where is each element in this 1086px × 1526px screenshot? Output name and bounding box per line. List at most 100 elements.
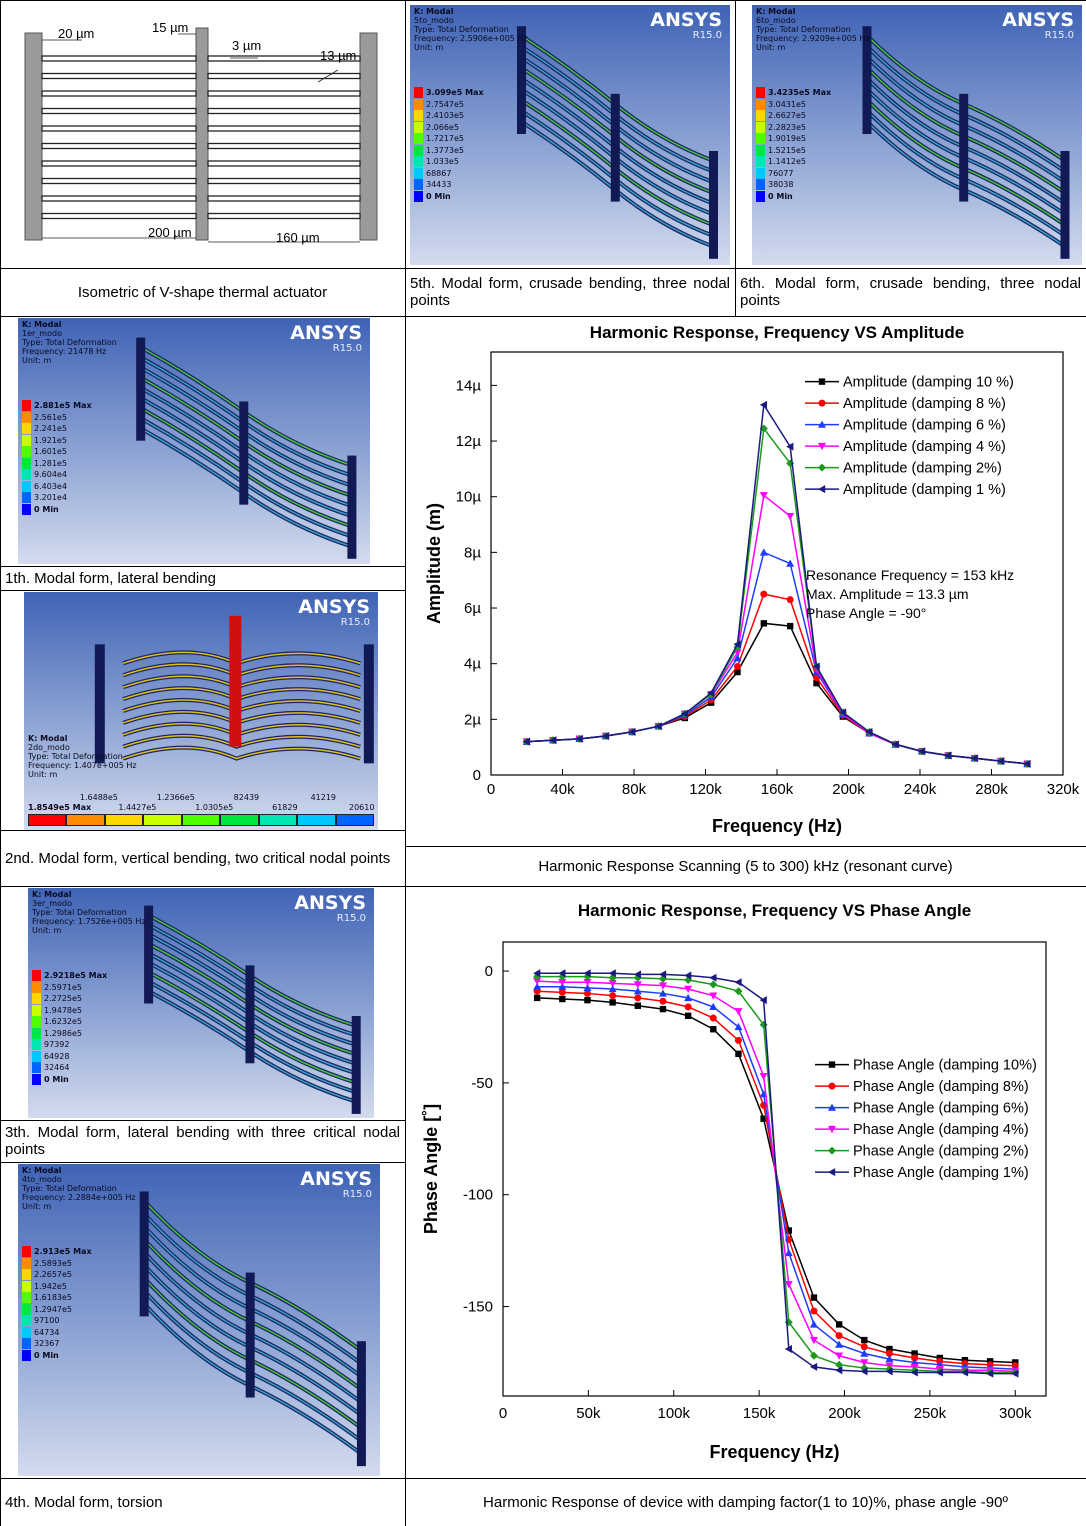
legend-swatch	[756, 121, 765, 133]
logo-version: R15.0	[332, 343, 362, 354]
y-axis-label: Amplitude (m)	[424, 503, 444, 624]
marker	[583, 969, 591, 978]
ansys-panel: K: Modal 6to_modo Type: Total Deformation F…	[752, 5, 1082, 265]
marker	[810, 1294, 818, 1301]
marker	[818, 420, 826, 428]
legend-swatch	[22, 1246, 31, 1257]
legend-swatch	[22, 1315, 31, 1326]
legend-label: 3.201e4	[34, 493, 67, 502]
marker	[828, 1061, 836, 1068]
y-tick-label: 0	[485, 963, 493, 980]
marker	[786, 442, 794, 451]
marker	[835, 1352, 844, 1360]
legend-label: 1.1412e5	[768, 157, 807, 166]
marker	[522, 737, 530, 746]
anchor-post	[1060, 151, 1070, 259]
dimension-label: 3 µm	[232, 38, 261, 53]
legend-swatch	[756, 144, 765, 156]
x-tick-label: 120k	[689, 781, 722, 798]
x-tick-label: 200k	[828, 1405, 861, 1422]
legend-label: 2.2725e5	[44, 994, 83, 1003]
legend-label: 2.5971e5	[44, 982, 83, 992]
marker	[784, 1345, 792, 1354]
marker	[608, 984, 617, 993]
anchor-post	[239, 401, 249, 505]
mesh-render	[139, 1191, 366, 1467]
beam	[41, 107, 197, 115]
legend-swatch	[756, 133, 765, 144]
annotation: Resonance Frequency = 153 kHz	[806, 567, 1014, 583]
legend-swatch	[22, 1338, 31, 1349]
table-cell	[405, 1478, 1086, 1526]
y-tick-label: 14µ	[456, 377, 482, 394]
caption-cell: 2nd. Modal form, vertical bending, two c…	[0, 830, 405, 886]
caption-cell: 3th. Modal form, lateral bending with th…	[0, 1120, 405, 1162]
marker	[709, 1014, 717, 1022]
ansys-panel: K: Modal 2do_modo Type: Total Deformation F…	[24, 592, 378, 830]
legend-label: 97100	[34, 1316, 60, 1325]
mesh-render	[862, 26, 1070, 259]
legend-label: 2.2657e5	[34, 1270, 73, 1279]
y-tick-label: 0	[473, 767, 481, 784]
logo-text: ANSYS	[298, 596, 370, 618]
y-tick-label: 8µ	[464, 544, 481, 561]
marker	[759, 1072, 768, 1081]
legend-label: 0 Min	[426, 191, 451, 201]
header-line: K: Modal	[22, 320, 62, 329]
panel-header: K: Modal 3er_modo Type: Total Deformation F…	[32, 890, 146, 935]
legend-swatch	[32, 1027, 41, 1039]
legend-label: 0 Min	[44, 1074, 69, 1084]
series-line	[526, 622, 1028, 765]
header-line: Unit: m	[414, 43, 444, 52]
ansys-panel: K: Modal 4to_modo Type: Total Deformation F…	[18, 1164, 380, 1476]
series-line	[526, 593, 1028, 765]
marker	[860, 1359, 869, 1367]
marker	[759, 492, 768, 500]
legend-swatch	[756, 167, 765, 179]
marker	[710, 1026, 717, 1033]
legend-swatch	[32, 981, 41, 993]
marker	[891, 740, 899, 749]
beam	[41, 177, 197, 185]
anchor-post	[610, 93, 620, 202]
chart-title: Harmonic Response, Frequency VS Phase An…	[578, 901, 971, 920]
logo-version: R15.0	[1044, 30, 1074, 41]
y-tick-label: -50	[471, 1075, 493, 1092]
legend-label: 61829	[272, 803, 298, 812]
dimension-label: 200 µm	[148, 225, 192, 240]
legend-swatch	[22, 469, 31, 480]
series-line	[526, 493, 1028, 765]
panel-logo: ANSYS R15.0	[290, 323, 362, 354]
marker	[601, 732, 609, 741]
y-tick-label: 10µ	[456, 489, 482, 506]
legend-swatch	[32, 1004, 41, 1016]
header-line: 5to_modo	[414, 16, 454, 25]
mesh-render	[136, 337, 357, 559]
marker	[828, 1103, 836, 1111]
header-line: Unit: m	[28, 770, 58, 779]
marker	[684, 1003, 692, 1011]
legend-label: 32367	[34, 1339, 60, 1348]
marker	[835, 1332, 843, 1340]
beam	[207, 142, 361, 150]
x-tick-label: 0	[487, 781, 495, 798]
marker	[583, 979, 592, 987]
legend-swatch	[414, 190, 423, 202]
legend-label: 68867	[426, 168, 452, 178]
legend-swatch	[22, 1269, 31, 1280]
legend-swatch	[22, 492, 31, 503]
caption: 5th. Modal form, crusade bending, three …	[410, 275, 730, 309]
chart: Harmonic Response, Frequency VS Phase An…	[421, 901, 1047, 1462]
legend-swatch	[414, 121, 423, 133]
annotation: Max. Amplitude = 13.3 µm	[806, 586, 969, 602]
marker	[558, 979, 567, 987]
chart: Harmonic Response, Frequency VS Amplitud…	[424, 323, 1080, 836]
panel-logo: ANSYS R15.0	[294, 893, 366, 924]
marker	[558, 988, 566, 996]
legend-label: Phase Angle (damping 10%)	[853, 1058, 1037, 1074]
marker	[658, 982, 667, 990]
legend-label: Amplitude (damping 6 %)	[843, 418, 1006, 434]
legend-label: Amplitude (damping 2%)	[843, 461, 1002, 477]
caption-cell: Isometric of V-shape thermal actuator	[0, 268, 405, 316]
legend-swatch	[32, 1039, 41, 1050]
